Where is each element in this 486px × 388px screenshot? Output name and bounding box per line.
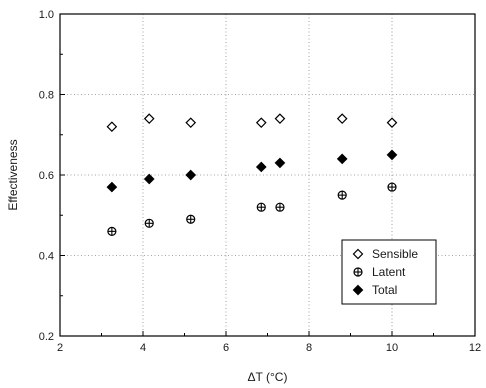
latent-data-point xyxy=(144,218,154,228)
y-tick-label: 0.8 xyxy=(39,90,54,102)
legend-label-total: Total xyxy=(372,283,397,297)
legend-item-sensible: Sensible xyxy=(352,247,418,261)
sensible-data-point xyxy=(106,121,118,133)
sensible-data-point xyxy=(336,113,348,124)
sensible-data-point xyxy=(274,113,286,124)
legend: Sensible Latent Total xyxy=(341,239,437,305)
sensible-data-point xyxy=(143,113,155,124)
latent-data-point xyxy=(275,202,285,212)
latent-data-point xyxy=(256,202,266,212)
total-data-point xyxy=(106,181,118,193)
x-tick-label: 10 xyxy=(386,342,398,354)
series-sensible xyxy=(106,113,398,133)
latent-data-point xyxy=(107,226,117,236)
legend-item-total: Total xyxy=(352,283,397,297)
x-axis-title: ΔT (°C) xyxy=(248,370,288,384)
latent-data-point xyxy=(387,182,397,192)
sensible-data-point xyxy=(255,117,267,129)
x-tick-label: 12 xyxy=(469,342,481,354)
y-axis-title: Effectiveness xyxy=(6,139,20,210)
y-tick-label: 0.6 xyxy=(39,170,54,182)
legend-label-sensible: Sensible xyxy=(372,247,418,261)
latent-data-point xyxy=(186,214,196,224)
series-latent xyxy=(107,182,397,236)
x-tick-label: 4 xyxy=(140,342,146,354)
x-tick-label: 6 xyxy=(223,342,229,354)
grid-lines xyxy=(60,14,475,336)
x-tick-label: 2 xyxy=(57,342,63,354)
legend-marker-total xyxy=(352,284,364,296)
x-tick-label: 8 xyxy=(306,342,312,354)
legend-marker-latent xyxy=(353,267,363,277)
total-data-point xyxy=(336,153,348,165)
total-data-point xyxy=(185,169,197,181)
y-tick-label: 0.4 xyxy=(39,251,54,263)
total-data-point xyxy=(255,161,267,173)
data-series xyxy=(106,113,398,236)
sensible-data-point xyxy=(185,117,197,129)
total-data-point xyxy=(274,157,286,169)
legend-items: Sensible Latent Total xyxy=(352,247,418,297)
y-tick-label: 0.2 xyxy=(39,331,54,343)
sensible-data-point xyxy=(386,117,398,129)
latent-data-point xyxy=(337,190,347,200)
total-data-point xyxy=(143,173,155,185)
axis-ticks: 2 4 6 8 10 12 0.2 0.4 0.6 0.8 1.0 xyxy=(39,9,481,354)
total-data-point xyxy=(386,149,398,161)
legend-item-latent: Latent xyxy=(353,265,406,279)
series-total xyxy=(106,149,398,193)
legend-marker-sensible xyxy=(352,248,364,260)
legend-label-latent: Latent xyxy=(372,265,406,279)
y-tick-label: 1.0 xyxy=(39,9,54,21)
